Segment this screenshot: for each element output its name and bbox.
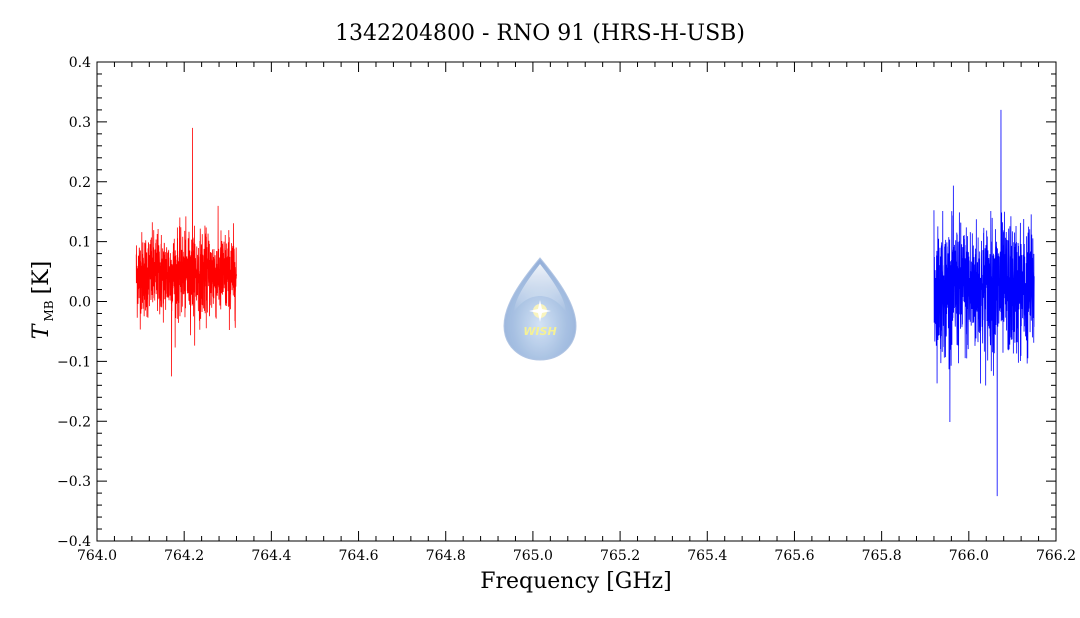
- x-tick-label: 764.4: [251, 548, 291, 564]
- chart-title: 1342204800 - RNO 91 (HRS-H-USB): [335, 21, 745, 46]
- x-axis-label: Frequency [GHz]: [480, 569, 672, 594]
- y-axis-label-subscript: MB: [42, 300, 56, 321]
- y-tick-label: −0.1: [57, 354, 91, 370]
- x-tick-label: 765.2: [600, 548, 640, 564]
- y-tick-label: 0.4: [69, 55, 91, 71]
- y-tick-label: −0.4: [57, 534, 91, 550]
- logo-text: WISH: [523, 325, 556, 338]
- x-tick-label: 764.0: [77, 548, 117, 564]
- y-tick-label: −0.3: [57, 474, 91, 490]
- x-tick-label: 764.6: [338, 548, 378, 564]
- y-tick-label: 0.2: [69, 175, 91, 191]
- star-droplet-icon: WISH: [503, 257, 577, 361]
- y-axis-label-symbol: T: [29, 322, 54, 339]
- x-tick-label: 765.6: [774, 548, 814, 564]
- x-tick-label: 764.2: [164, 548, 204, 564]
- series-layer: [135, 109, 1035, 497]
- y-axis-label: TMB [K]: [29, 261, 56, 339]
- y-tick-label: 0.0: [69, 295, 91, 311]
- spectrum-series-1: [135, 127, 237, 377]
- spectrum-series-2: [933, 109, 1035, 497]
- plot-frame: [96, 61, 1057, 542]
- x-tick-label: 765.4: [687, 548, 727, 564]
- axes-layer: 764.0 764.2 764.4 764.6 764.8 765.0 765.2 765.4…: [57, 55, 1076, 564]
- x-tick-label: 766.0: [949, 548, 989, 564]
- y-tick-label: −0.2: [57, 414, 91, 430]
- x-tick-label: 765.8: [862, 548, 902, 564]
- y-tick-label: 0.1: [69, 235, 91, 251]
- x-tick-label: 764.8: [426, 548, 466, 564]
- x-tick-label: 766.2: [1036, 548, 1076, 564]
- y-axis-label-unit: [K]: [29, 261, 54, 295]
- x-tick-label: 765.0: [513, 548, 553, 564]
- y-tick-label: 0.3: [69, 115, 91, 131]
